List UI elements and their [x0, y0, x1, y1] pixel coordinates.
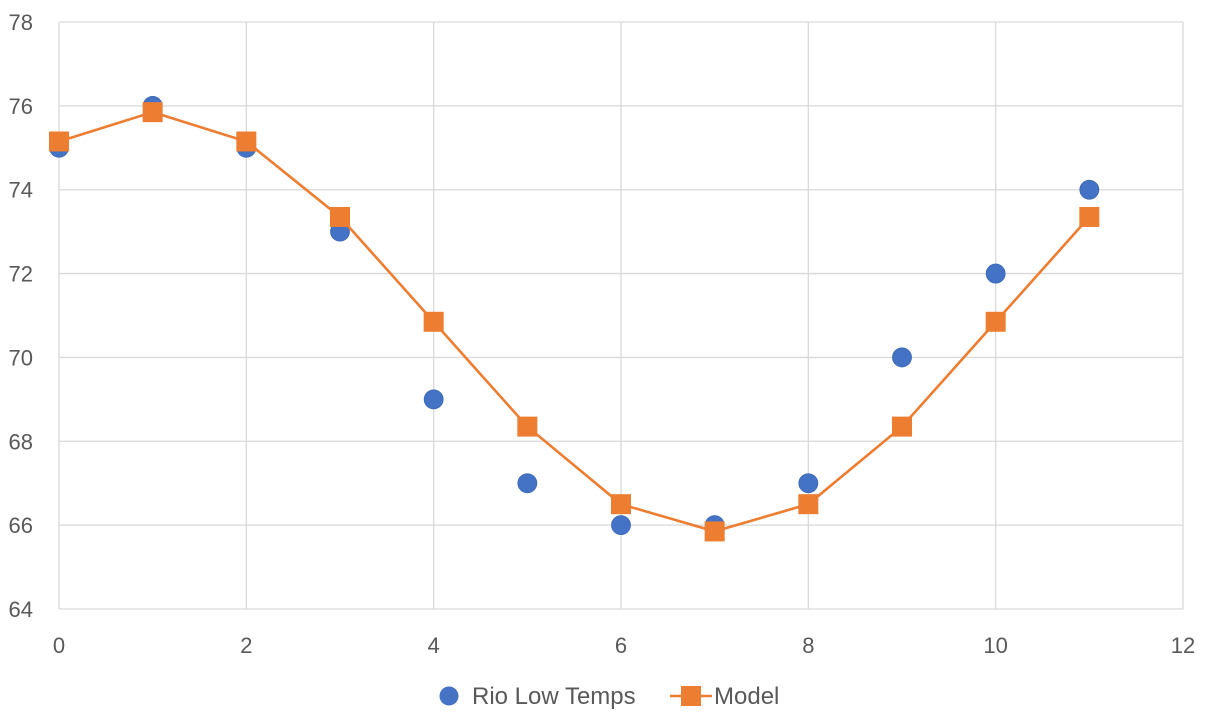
- data-point: [517, 473, 538, 494]
- y-tick-label: 78: [9, 10, 33, 35]
- data-point: [49, 131, 69, 152]
- y-tick-label: 72: [9, 262, 33, 287]
- data-point: [330, 206, 350, 227]
- series-line: [58, 110, 1091, 533]
- data-point: [517, 416, 538, 437]
- data-point: [611, 494, 631, 515]
- y-tick-label: 66: [9, 513, 33, 538]
- y-tick-label: 64: [9, 597, 33, 622]
- data-point: [892, 347, 912, 368]
- plot-area: [49, 95, 1100, 542]
- x-tick-label: 8: [802, 633, 814, 658]
- series-model: [49, 102, 1100, 542]
- data-point: [423, 389, 444, 410]
- x-tick-label: 4: [428, 633, 440, 658]
- data-point: [142, 102, 163, 123]
- x-tick-label: 2: [240, 633, 252, 658]
- legend: Rio Low Temps Model: [439, 683, 779, 710]
- x-tick-label: 0: [53, 633, 65, 658]
- data-point: [704, 521, 725, 542]
- series-rio-low-temps: [49, 95, 1100, 536]
- x-tick-label: 6: [615, 633, 627, 658]
- data-point: [985, 311, 1006, 332]
- legend-marker: [439, 686, 459, 706]
- data-point: [985, 263, 1006, 284]
- x-tick-label: 12: [1171, 633, 1195, 658]
- x-tick-label: 10: [983, 633, 1007, 658]
- y-tick-label: 76: [9, 94, 33, 119]
- legend-label: Model: [714, 683, 779, 710]
- legend-marker: [681, 686, 701, 706]
- data-point: [1079, 179, 1100, 200]
- data-point: [1079, 206, 1100, 227]
- data-point: [798, 473, 819, 494]
- data-point: [892, 416, 912, 437]
- y-tick-label: 74: [9, 178, 33, 203]
- y-tick-label: 68: [9, 429, 33, 454]
- data-point: [423, 311, 444, 332]
- y-tick-label: 70: [9, 345, 33, 370]
- legend-label: Rio Low Temps: [472, 683, 636, 710]
- data-point: [236, 131, 257, 152]
- data-point: [798, 494, 819, 515]
- data-point: [611, 515, 631, 536]
